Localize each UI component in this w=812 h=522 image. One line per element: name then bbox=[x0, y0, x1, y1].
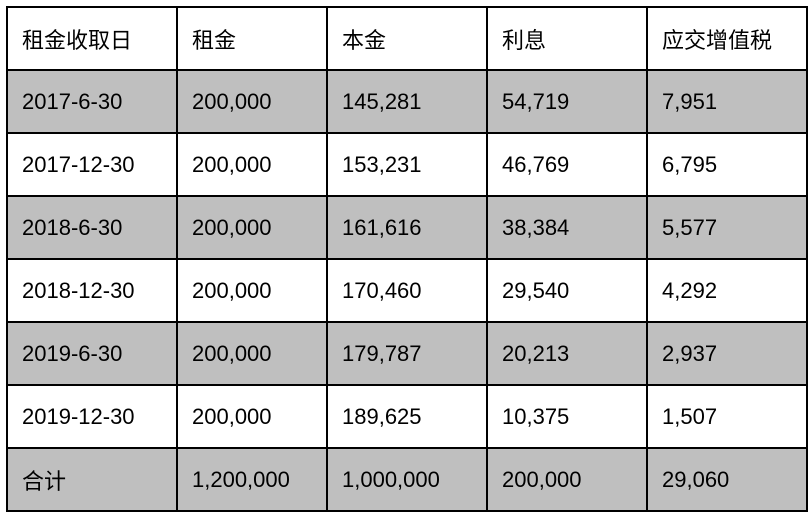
table-cell: 29,060 bbox=[647, 448, 807, 511]
table-cell: 54,719 bbox=[487, 70, 647, 133]
table-cell: 1,000,000 bbox=[327, 448, 487, 511]
table-row: 2019-12-30200,000189,62510,3751,507 bbox=[7, 385, 807, 448]
table-cell: 2018-12-30 bbox=[7, 259, 177, 322]
table-cell: 200,000 bbox=[177, 259, 327, 322]
table-cell: 145,281 bbox=[327, 70, 487, 133]
table-cell: 2017-12-30 bbox=[7, 133, 177, 196]
table-row: 合计1,200,0001,000,000200,00029,060 bbox=[7, 448, 807, 511]
table-cell: 200,000 bbox=[487, 448, 647, 511]
table-row: 2017-12-30200,000153,23146,7696,795 bbox=[7, 133, 807, 196]
table-cell: 10,375 bbox=[487, 385, 647, 448]
table-cell: 200,000 bbox=[177, 196, 327, 259]
table-cell: 161,616 bbox=[327, 196, 487, 259]
table-cell: 200,000 bbox=[177, 133, 327, 196]
column-header: 利息 bbox=[487, 7, 647, 70]
table-cell: 179,787 bbox=[327, 322, 487, 385]
table-cell: 200,000 bbox=[177, 385, 327, 448]
table-cell: 2019-12-30 bbox=[7, 385, 177, 448]
lease-amortization-table: 租金收取日租金本金利息应交增值税 2017-6-30200,000145,281… bbox=[6, 6, 808, 512]
table-cell: 2017-6-30 bbox=[7, 70, 177, 133]
table-cell: 200,000 bbox=[177, 70, 327, 133]
column-header: 租金 bbox=[177, 7, 327, 70]
table-cell: 5,577 bbox=[647, 196, 807, 259]
table-cell: 1,200,000 bbox=[177, 448, 327, 511]
table-cell: 2,937 bbox=[647, 322, 807, 385]
table-cell: 46,769 bbox=[487, 133, 647, 196]
column-header: 本金 bbox=[327, 7, 487, 70]
table-cell: 2018-6-30 bbox=[7, 196, 177, 259]
table-cell: 20,213 bbox=[487, 322, 647, 385]
table-cell: 189,625 bbox=[327, 385, 487, 448]
table-cell: 29,540 bbox=[487, 259, 647, 322]
table-cell: 7,951 bbox=[647, 70, 807, 133]
table-row: 2017-6-30200,000145,28154,7197,951 bbox=[7, 70, 807, 133]
table-cell: 1,507 bbox=[647, 385, 807, 448]
table-row: 2018-6-30200,000161,61638,3845,577 bbox=[7, 196, 807, 259]
column-header: 租金收取日 bbox=[7, 7, 177, 70]
table-cell: 合计 bbox=[7, 448, 177, 511]
table-header-row: 租金收取日租金本金利息应交增值税 bbox=[7, 7, 807, 70]
table-row: 2019-6-30200,000179,78720,2132,937 bbox=[7, 322, 807, 385]
table-cell: 6,795 bbox=[647, 133, 807, 196]
column-header: 应交增值税 bbox=[647, 7, 807, 70]
table-row: 2018-12-30200,000170,46029,5404,292 bbox=[7, 259, 807, 322]
table-cell: 170,460 bbox=[327, 259, 487, 322]
table-cell: 200,000 bbox=[177, 322, 327, 385]
table-cell: 2019-6-30 bbox=[7, 322, 177, 385]
table-cell: 38,384 bbox=[487, 196, 647, 259]
table-cell: 153,231 bbox=[327, 133, 487, 196]
table-cell: 4,292 bbox=[647, 259, 807, 322]
